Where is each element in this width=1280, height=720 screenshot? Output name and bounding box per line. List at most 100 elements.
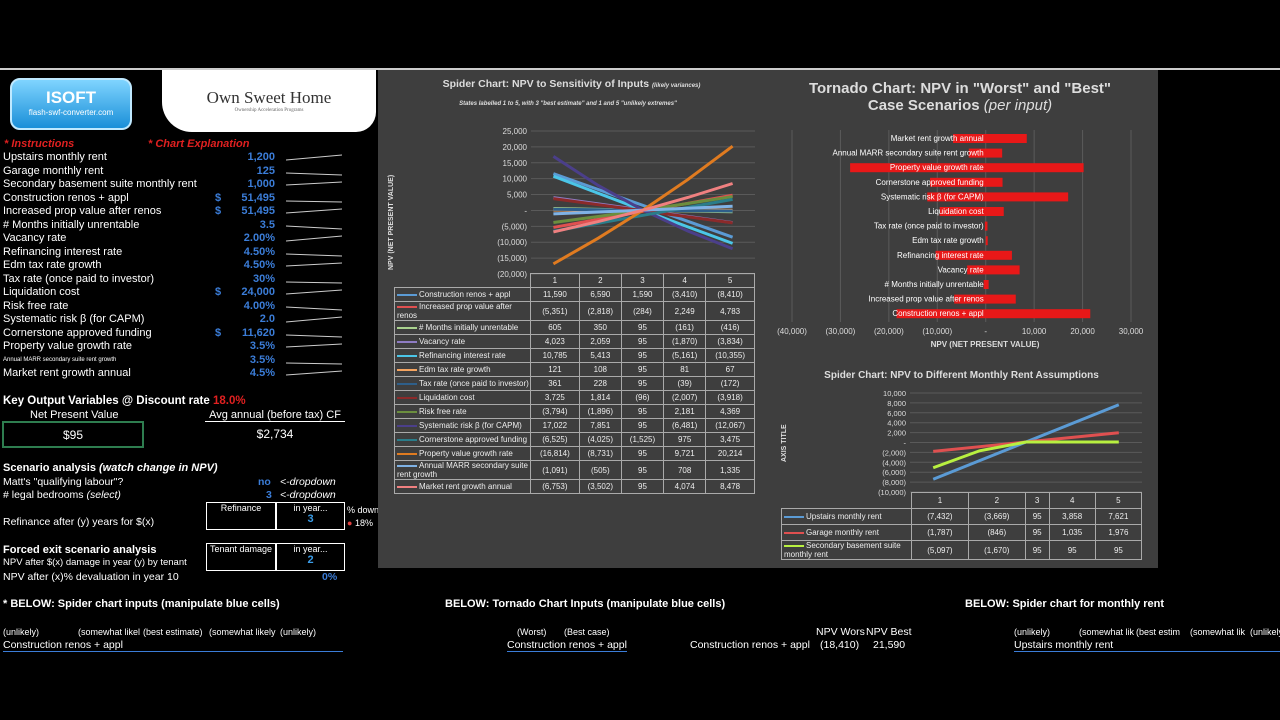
table-row: Garage monthly rent (1,787) (846) 95 1,035 1,… — [781, 524, 1143, 541]
series-legend: # Months initially unrentable — [394, 320, 531, 335]
tornado-bar — [954, 294, 1016, 304]
tornado-bar — [968, 148, 1003, 158]
cf-value: $2,734 — [256, 427, 294, 441]
input-row: Liquidation cost $24,000 — [3, 286, 375, 300]
rent-spider-panel[interactable]: Spider Chart: NPV to Different Monthly R… — [765, 362, 1158, 568]
input-value[interactable]: 4.5% — [249, 367, 275, 379]
legend-swatch — [397, 305, 417, 308]
data-label: 95 — [1024, 508, 1050, 525]
series-legend: Increased prop value after renos — [394, 301, 531, 321]
input-row: Risk free rate 4.00% — [3, 300, 375, 314]
chart-explanation-link[interactable]: * Chart Explanation — [148, 138, 250, 150]
sparkline-icon — [286, 370, 342, 376]
col-header: (somewhat lik — [1190, 627, 1246, 637]
y-tick-label: 25,000 — [503, 127, 528, 136]
npv-value-cell[interactable]: $95 — [2, 421, 144, 448]
refinance-year-box[interactable]: in year... 3 — [276, 502, 345, 530]
damage-year-box[interactable]: in year... 2 — [276, 543, 345, 571]
tornado-input-row[interactable]: Construction renos + appl — [507, 639, 627, 652]
data-label: 11,590 — [530, 287, 580, 302]
damage-year-value[interactable]: 2 — [307, 554, 314, 566]
data-label: (6,481) — [663, 418, 707, 433]
input-value[interactable]: 3.5% — [249, 353, 275, 366]
key-output-title: Key Output Variables @ Discount rate 18.… — [3, 395, 246, 407]
instructions-link[interactable]: * Instructions — [4, 138, 75, 150]
labour-dropdown[interactable]: no — [258, 476, 271, 488]
data-label: 4,023 — [530, 334, 580, 349]
tornado-chart-panel[interactable]: Tornado Chart: NPV in "Worst" and "Best"… — [765, 70, 1158, 362]
npv-worst-header: NPV Wors — [816, 626, 865, 638]
logo-subtext: flash-swf-converter.com — [28, 108, 114, 117]
y-tick-label: 8,000 — [887, 399, 906, 408]
y-tick-label: (8,000) — [882, 478, 906, 487]
table-row: Increased prop value after renos (5,351)(… — [394, 301, 755, 321]
tenant-damage-box: Tenant damage — [206, 543, 276, 571]
npv-value: $95 — [62, 428, 84, 442]
input-label: Liquidation cost — [3, 286, 80, 298]
series-name: Edm tax rate growth — [419, 365, 491, 374]
category-label: # Months initially unrentable — [885, 280, 985, 289]
input-value[interactable]: 11,620 — [241, 326, 275, 339]
refinance-year-value[interactable]: 3 — [307, 513, 314, 525]
col-header: (somewhat lik — [1079, 627, 1135, 637]
category-label: 5 — [1094, 492, 1143, 509]
data-label: (39) — [663, 376, 707, 391]
data-label: 10,785 — [530, 348, 580, 363]
legend-swatch — [784, 531, 804, 534]
spider-input-row[interactable]: Construction renos + appl — [3, 639, 343, 652]
data-label: (4,025) — [578, 432, 622, 447]
legend-swatch — [397, 354, 417, 357]
x-tick-label: (20,000) — [874, 327, 904, 336]
input-value[interactable]: 24,000 — [241, 286, 275, 298]
tornado-bar — [984, 221, 988, 231]
series-name: # Months initially unrentable — [419, 323, 519, 332]
input-value[interactable]: 2.0 — [259, 313, 275, 325]
category-label: Refinancing interest rate — [897, 251, 984, 260]
devaluation-value[interactable]: 0% — [322, 571, 338, 583]
npv-best-value: 21,590 — [873, 639, 906, 651]
scenario-title-em: (watch change in NPV) — [99, 462, 218, 474]
data-label: 6,590 — [578, 287, 622, 302]
tornado-bar — [983, 280, 989, 289]
legend-swatch — [397, 340, 417, 343]
input-value[interactable]: 2.00% — [243, 232, 275, 244]
chart-title-em: (per input) — [983, 97, 1053, 114]
discount-rate-value[interactable]: 18.0% — [212, 395, 246, 407]
input-value[interactable]: 4.50% — [243, 245, 275, 258]
data-label: 7,851 — [578, 418, 622, 433]
input-value[interactable]: 4.50% — [243, 259, 275, 271]
input-value[interactable]: 1,000 — [247, 178, 275, 190]
input-label: Edm tax rate growth — [3, 259, 102, 271]
input-value[interactable]: 30% — [252, 272, 275, 285]
data-label: 95 — [620, 460, 665, 480]
sparkline-icon — [286, 225, 342, 229]
series-name: Property value growth rate — [419, 449, 513, 458]
series-legend: Upstairs monthly rent — [781, 508, 912, 525]
input-value[interactable]: 3.5% — [249, 340, 275, 352]
category-label: 2 — [578, 273, 622, 288]
bedrooms-label-em: (select) — [86, 489, 121, 501]
input-value[interactable]: 51,495 — [241, 205, 275, 217]
legend-swatch — [397, 326, 417, 329]
tornado-bar — [850, 163, 1084, 173]
series-name: Construction renos + appl — [419, 290, 511, 299]
col-header: (unlikely) — [1014, 627, 1051, 637]
spider-chart-panel[interactable]: Spider Chart: NPV to Sensitivity of Inpu… — [378, 70, 765, 568]
input-value[interactable]: 125 — [256, 164, 275, 177]
category-label: Cornerstone approved funding — [876, 178, 984, 187]
data-label: (5,161) — [663, 348, 707, 363]
y-tick-label: (5,000) — [502, 222, 528, 231]
input-value[interactable]: 1,200 — [247, 151, 275, 163]
bedrooms-dropdown[interactable]: 3 — [266, 489, 272, 501]
input-value[interactable]: 4.00% — [243, 299, 275, 312]
refinance-box: Refinance — [206, 502, 276, 530]
col-header: (unlikely) — [1250, 627, 1280, 637]
x-tick-label: (10,000) — [922, 327, 952, 336]
tornado-inputs-title: BELOW: Tornado Chart Inputs (manipulate … — [445, 598, 726, 610]
npv-row-label: Construction renos + appl — [690, 639, 810, 651]
red-dot-icon: ● — [347, 518, 353, 528]
input-value[interactable]: 51,495 — [241, 191, 275, 204]
input-value[interactable]: 3.5 — [259, 218, 275, 231]
data-label: 4,783 — [705, 301, 755, 321]
rent-input-row[interactable]: Upstairs monthly rent — [1014, 639, 1280, 652]
